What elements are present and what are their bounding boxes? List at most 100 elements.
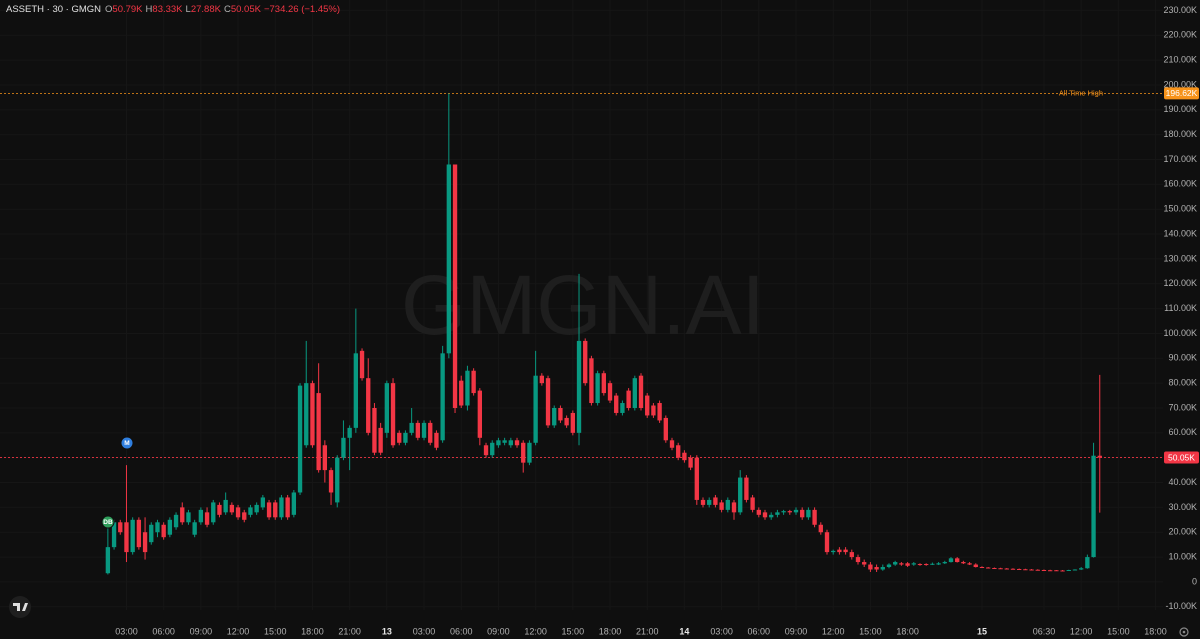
- y-tick-label: 140.00K: [1163, 228, 1197, 238]
- ohlc-key: L: [186, 4, 191, 15]
- candle-body: [372, 407, 377, 453]
- candle-body: [266, 502, 272, 518]
- x-tick-label: 15:00: [1107, 626, 1130, 636]
- candle-body: [328, 470, 334, 493]
- x-tick-label: 03:00: [710, 626, 733, 636]
- candle-body: [688, 457, 693, 468]
- x-tick-label: 06:00: [152, 626, 175, 636]
- candle-body: [632, 378, 637, 408]
- x-tick-label: 14: [679, 626, 689, 636]
- y-tick-label: 40.00K: [1168, 477, 1197, 487]
- candle-body: [254, 504, 259, 513]
- candle-body: [905, 563, 910, 566]
- candle-body: [403, 432, 408, 443]
- candle-body: [1066, 569, 1071, 571]
- candle-body: [917, 564, 923, 566]
- candle-body: [130, 519, 135, 553]
- y-tick-label: 230.00K: [1163, 5, 1197, 15]
- y-tick-label: 80.00K: [1168, 378, 1197, 388]
- candle-body: [322, 445, 328, 471]
- candle-body: [831, 550, 836, 553]
- candle-body: [409, 422, 414, 433]
- candle-body: [1004, 568, 1009, 570]
- candle-body: [626, 390, 631, 408]
- y-tick-label: 20.00K: [1168, 527, 1197, 537]
- candle-body: [564, 417, 569, 426]
- candle-body: [173, 514, 179, 528]
- x-tick-label: 15:00: [562, 626, 585, 636]
- candle-body: [204, 512, 210, 525]
- x-tick-label: 06:00: [450, 626, 473, 636]
- event-marker: [120, 436, 134, 450]
- candle-body: [341, 437, 346, 458]
- x-tick-label: 03:00: [413, 626, 436, 636]
- candle-body: [614, 395, 619, 413]
- x-tick-label: 09:00: [785, 626, 808, 636]
- x-tick-label: 06:30: [1033, 626, 1056, 636]
- candle-body: [155, 522, 160, 533]
- logo-glyph: [13, 603, 28, 611]
- y-tick-label: 60.00K: [1168, 427, 1197, 437]
- candle-body: [260, 497, 266, 508]
- candle-body: [415, 422, 421, 438]
- x-tick-label: 12:00: [227, 626, 250, 636]
- candle-body: [533, 375, 538, 443]
- candle-body: [111, 522, 117, 548]
- candle-body: [806, 509, 811, 518]
- candle-body: [242, 512, 247, 520]
- candle-body: [979, 567, 985, 569]
- candle-body: [496, 440, 501, 446]
- candle-body: [217, 504, 222, 515]
- grid: [0, 0, 1163, 610]
- plot-area: All Time High DB M: [0, 88, 1163, 575]
- candle-body: [663, 417, 668, 441]
- candle-body: [279, 497, 284, 518]
- x-tick-label: 13: [382, 626, 392, 636]
- x-tick-label: 06:00: [748, 626, 771, 636]
- x-tick-label: 21:00: [338, 626, 361, 636]
- candle-body: [124, 522, 129, 553]
- candle-body: [849, 552, 854, 558]
- candle-body: [812, 509, 817, 525]
- candle-body: [719, 502, 724, 510]
- candle-body: [967, 563, 972, 565]
- candle-body: [347, 427, 352, 438]
- candle-body: [180, 507, 185, 523]
- candle-body: [167, 519, 173, 535]
- candle-body: [1085, 557, 1090, 569]
- candle-body: [924, 564, 929, 566]
- candle-body: [335, 457, 340, 503]
- candle-body: [161, 524, 166, 538]
- candle-body: [421, 422, 427, 438]
- y-tick-label: 160.00K: [1163, 179, 1197, 189]
- y-tick-label: 0: [1192, 576, 1197, 586]
- candle-body: [378, 427, 383, 453]
- candle-body: [899, 563, 904, 565]
- candle-body: [818, 524, 823, 533]
- change: −734.26 (−1.45%): [264, 4, 340, 15]
- ohlc-key: C: [224, 4, 231, 15]
- candle-body: [1054, 570, 1059, 572]
- candle-body: [192, 522, 197, 535]
- candle-body: [961, 562, 966, 564]
- candle-body: [998, 568, 1003, 570]
- candle-body: [304, 383, 309, 446]
- settings-icon[interactable]: [1179, 627, 1189, 637]
- candle-body: [316, 393, 321, 471]
- candle-body: [211, 502, 216, 523]
- candle-body: [762, 512, 768, 518]
- candle-body: [843, 549, 848, 553]
- candle-body: [645, 395, 650, 416]
- gear-center[interactable]: [1182, 630, 1186, 634]
- candle-body: [142, 532, 148, 553]
- candle-body: [800, 509, 805, 518]
- candle-body: [657, 403, 662, 421]
- y-tick-label: 170.00K: [1163, 154, 1197, 164]
- candle-body: [310, 383, 315, 446]
- y-tick-label: -10.00K: [1165, 601, 1197, 611]
- gear[interactable]: [1179, 627, 1189, 637]
- candle-body: [595, 373, 600, 404]
- candle-body: [744, 477, 749, 500]
- candle-body: [508, 440, 513, 446]
- candle-body: [694, 457, 699, 500]
